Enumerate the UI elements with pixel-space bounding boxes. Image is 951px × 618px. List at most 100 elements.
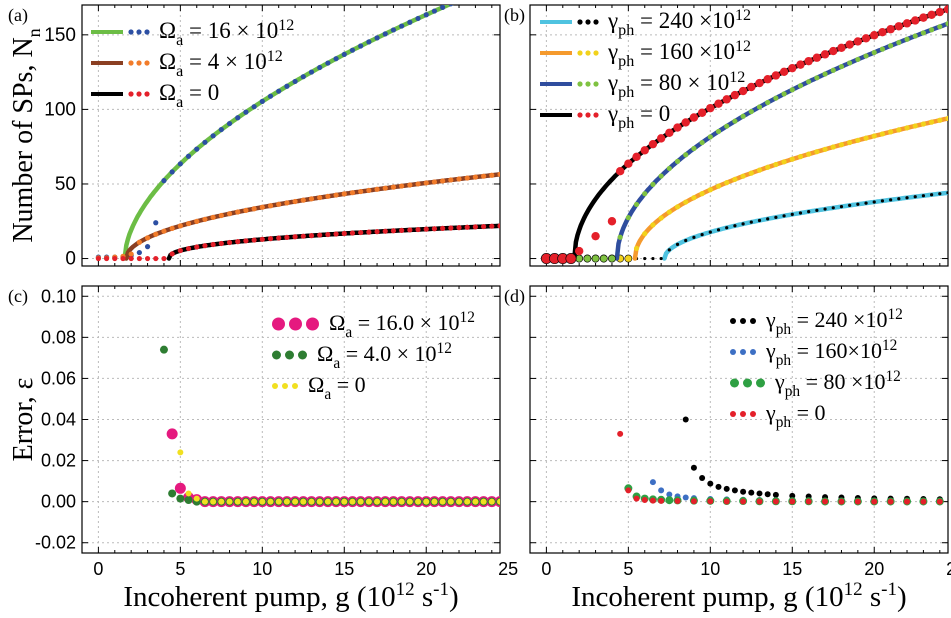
x-axis-label-close: )	[449, 581, 459, 613]
y-tick-label: 0.02	[41, 451, 76, 471]
data-point	[714, 99, 723, 108]
data-point	[632, 152, 641, 161]
y-tick-label: 0.08	[41, 327, 76, 347]
data-point	[415, 181, 421, 187]
data-point	[856, 202, 860, 206]
data-point	[161, 178, 167, 184]
data-point	[607, 217, 617, 226]
x-tick-label: 10	[252, 559, 272, 579]
x-axis-label-sup2: -1	[881, 579, 897, 600]
data-point	[796, 60, 805, 69]
data-point	[374, 229, 380, 235]
data-point	[276, 235, 282, 241]
legend-dot-swatch	[743, 378, 752, 388]
legend-dot-swatch	[285, 350, 294, 360]
x-tick-label: 20	[864, 559, 884, 579]
y-tick-label: 0.10	[41, 286, 76, 306]
data-point	[748, 489, 755, 496]
data-point	[823, 207, 827, 211]
data-point	[905, 196, 909, 200]
data-point	[574, 246, 584, 256]
legend-text: = 0	[183, 80, 219, 105]
data-point	[591, 231, 600, 241]
data-point	[136, 239, 142, 245]
data-point	[399, 183, 405, 189]
data-point	[497, 223, 500, 229]
data-point	[617, 234, 623, 240]
legend-label: γph = 80 ×1012	[774, 368, 901, 400]
data-point	[358, 229, 364, 236]
data-point	[349, 47, 356, 53]
legend-symbol: Ω	[329, 310, 345, 335]
x-axis-label: Incoherent pump, g (1012 s-1)	[571, 579, 906, 613]
data-point	[870, 31, 879, 40]
legend-symbol: Ω	[159, 18, 176, 43]
legend-dot-swatch	[289, 317, 302, 331]
data-point	[283, 498, 290, 505]
data-point	[913, 195, 917, 199]
data-point	[166, 428, 178, 440]
data-point	[889, 198, 893, 202]
data-point	[144, 244, 151, 250]
data-point	[937, 24, 943, 30]
series-line	[124, 172, 500, 261]
legend-subscript: a	[176, 63, 183, 80]
legend-subscript: a	[333, 355, 340, 372]
data-point	[822, 498, 829, 505]
panel-c: -0.02 0.00 0.02 0.04 0.06 0.08 0.10 0 5 10 15 20 25 (…	[8, 285, 518, 613]
data-point	[193, 495, 200, 502]
y-tick-label: 0.04	[41, 410, 76, 430]
data-point	[506, 223, 511, 228]
data-point	[774, 215, 778, 219]
data-point	[904, 125, 910, 131]
data-point	[185, 490, 192, 497]
data-point	[847, 139, 853, 146]
data-point	[666, 491, 673, 498]
legend-superscript: 12	[882, 337, 897, 354]
legend-label: Ωa = 0	[308, 372, 366, 403]
plot-frame	[81, 4, 501, 267]
data-point	[935, 7, 945, 17]
data-point	[740, 113, 746, 119]
legend-text: = 160 ×10	[634, 39, 735, 64]
data-point	[781, 159, 787, 165]
y-tick-label: 150	[44, 25, 76, 46]
data-point	[503, 496, 514, 507]
data-point	[488, 498, 495, 505]
legend-superscript: 12	[437, 340, 452, 357]
data-point	[747, 82, 756, 92]
data-point	[218, 212, 224, 219]
data-point	[807, 210, 811, 214]
y-tick-label: 50	[55, 174, 76, 195]
data-point	[765, 164, 771, 170]
y-axis-label: Number of SPs, Nn	[8, 28, 44, 242]
legend-superscript: 12	[460, 309, 475, 326]
data-point	[929, 119, 935, 125]
data-point	[943, 5, 948, 14]
y-axis-label-text: Error, ε	[8, 378, 39, 462]
data-point	[649, 479, 656, 486]
data-point	[845, 40, 854, 49]
data-point	[176, 494, 185, 503]
data-point	[184, 496, 193, 505]
data-point	[103, 255, 110, 262]
data-point	[707, 134, 713, 140]
data-point	[358, 188, 364, 195]
data-point	[333, 231, 339, 237]
data-point	[226, 498, 233, 505]
legend-dot-swatch	[750, 411, 756, 417]
data-point	[675, 242, 680, 247]
data-point	[390, 184, 397, 190]
legend-text: = 4.0 × 10	[340, 341, 436, 366]
data-point	[407, 227, 413, 233]
data-point	[177, 449, 184, 456]
data-point	[725, 226, 729, 230]
data-point	[259, 204, 265, 210]
data-point	[202, 216, 208, 222]
data-point	[641, 497, 648, 504]
data-point	[624, 254, 633, 263]
x-axis-label-unit: s	[415, 581, 434, 613]
legend-subscript: ph	[785, 383, 801, 400]
